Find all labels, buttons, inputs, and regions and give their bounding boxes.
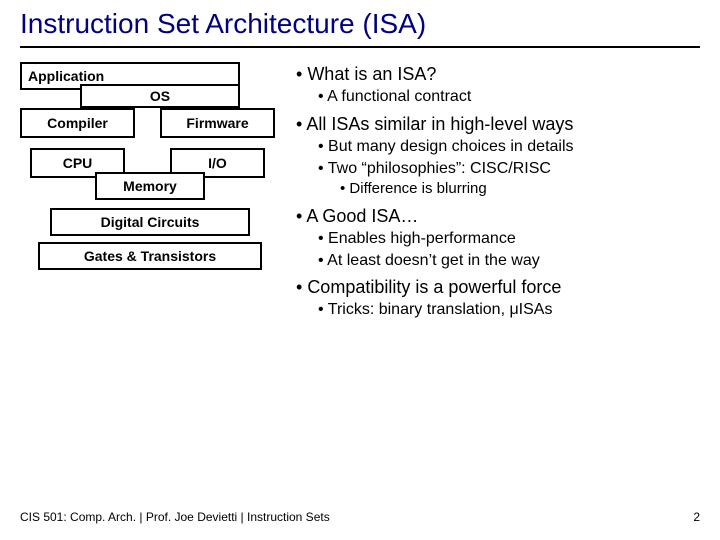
slide-title: Instruction Set Architecture (ISA) <box>20 8 700 48</box>
layer-diagram: Application OS Compiler Firmware CPU I/O… <box>20 62 280 322</box>
bullet-l1: A Good ISA… Enables high-performance At … <box>296 204 700 271</box>
bullet-l2: Two “philosophies”: CISC/RISC Difference… <box>318 158 700 200</box>
box-memory: Memory <box>95 172 205 200</box>
footer-text: CIS 501: Comp. Arch. | Prof. Joe Deviett… <box>20 510 330 524</box>
page-number: 2 <box>693 510 700 524</box>
bullet-l1: All ISAs similar in high-level ways But … <box>296 112 700 200</box>
bullet-l2: At least doesn’t get in the way <box>318 250 700 272</box>
slide-footer: CIS 501: Comp. Arch. | Prof. Joe Deviett… <box>20 510 700 524</box>
bullet-l3: Difference is blurring <box>340 179 700 199</box>
bullet-l2: Tricks: binary translation, μISAs <box>318 299 700 321</box>
bullet-l2: A functional contract <box>318 86 700 108</box>
box-os: OS <box>80 84 240 108</box>
bullet-l2: Enables high-performance <box>318 228 700 250</box>
bullet-l1: Compatibility is a powerful force Tricks… <box>296 275 700 321</box>
box-gates-transistors: Gates & Transistors <box>38 242 262 270</box>
box-firmware: Firmware <box>160 108 275 138</box>
bullet-list: What is an ISA? A functional contract Al… <box>296 62 700 325</box>
bullet-l2: But many design choices in details <box>318 136 700 158</box>
bullet-l1: What is an ISA? A functional contract <box>296 62 700 108</box>
box-digital-circuits: Digital Circuits <box>50 208 250 236</box>
content-area: Application OS Compiler Firmware CPU I/O… <box>20 62 700 325</box>
box-compiler: Compiler <box>20 108 135 138</box>
